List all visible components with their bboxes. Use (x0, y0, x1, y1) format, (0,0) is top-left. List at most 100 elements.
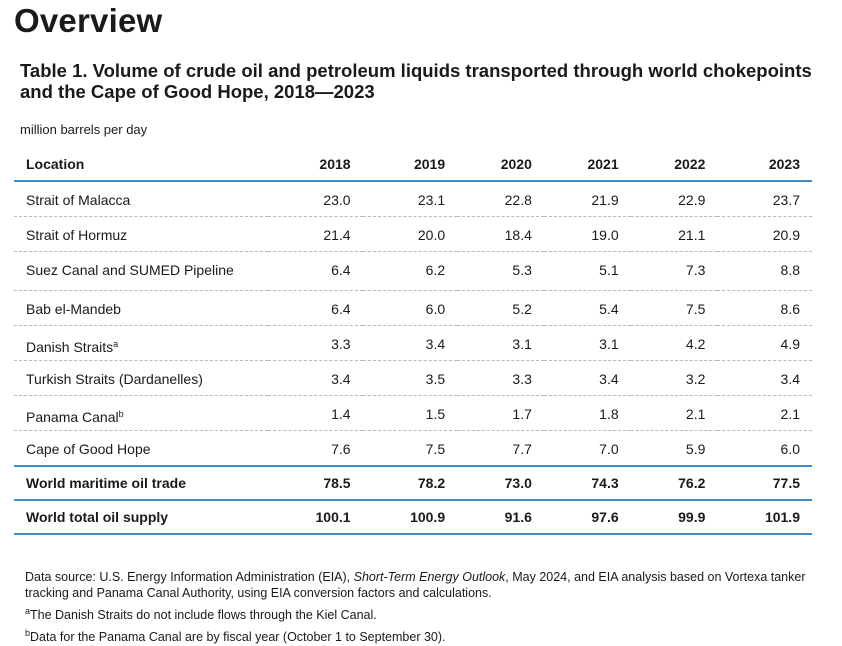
page-heading: Overview (14, 2, 163, 39)
column-header-2020: 2020 (457, 148, 544, 182)
column-header-2018: 2018 (268, 148, 363, 182)
row-value: 7.3 (630, 251, 718, 291)
total-value: 101.9 (717, 500, 812, 535)
row-value: 21.9 (543, 181, 631, 217)
footnote-a-mark: a (25, 606, 31, 616)
row-value: 5.4 (543, 290, 631, 326)
row-value: 2.1 (630, 395, 718, 431)
row-value: 23.7 (717, 181, 812, 217)
row-value: 7.5 (630, 290, 718, 326)
footnote-b-text: Data for the Panama Canal are by fiscal … (30, 630, 446, 644)
row-value: 1.5 (362, 395, 458, 431)
table-notes: Data source: U.S. Energy Information Adm… (25, 569, 825, 645)
row-value: 23.1 (362, 181, 458, 217)
row-value: 3.1 (543, 325, 631, 361)
total-value: 77.5 (717, 466, 812, 501)
row-value: 5.1 (543, 251, 631, 291)
table-row: Turkish Straits (Dardanelles) 3.4 3.5 3.3 3.… (14, 360, 812, 396)
table-header-row: Location 2018 2019 2020 2021 2022 2023 (14, 148, 812, 182)
table-row: Panama Canalb 1.4 1.5 1.7 1.8 2.1 2.1 (14, 395, 812, 431)
row-value: 5.3 (457, 251, 544, 291)
total-value: 74.3 (543, 466, 631, 501)
total-value: 91.6 (457, 500, 544, 535)
row-value: 19.0 (543, 216, 631, 252)
row-value: 23.0 (268, 181, 363, 217)
row-location-label: Bab el-Mandeb (26, 301, 121, 317)
row-value: 6.2 (362, 251, 458, 291)
source-publication: Short-Term Energy Outlook (353, 570, 506, 584)
row-value: 5.9 (630, 430, 718, 467)
row-location: Strait of Hormuz (14, 216, 268, 252)
total-value: 73.0 (457, 466, 544, 501)
table-row: Strait of Malacca 23.0 23.1 22.8 21.9 22.9 23.… (14, 181, 812, 217)
table-row: Cape of Good Hope 7.6 7.5 7.7 7.0 5.9 6.0 (14, 430, 812, 467)
row-value: 7.7 (457, 430, 544, 467)
footnote-a-text: The Danish Straits do not include flows … (30, 608, 377, 622)
row-value: 1.7 (457, 395, 544, 431)
row-value: 4.9 (717, 325, 812, 361)
row-value: 7.0 (543, 430, 631, 467)
source-suffix: , May 2024, and EIA analysis based on Vo… (25, 570, 806, 600)
row-location-label: Cape of Good Hope (26, 441, 151, 457)
row-value: 20.0 (362, 216, 458, 252)
row-value: 3.4 (268, 360, 363, 396)
column-header-2023: 2023 (717, 148, 812, 182)
row-value: 3.4 (717, 360, 812, 396)
total-value: 78.5 (268, 466, 363, 501)
row-value: 8.6 (717, 290, 812, 326)
source-prefix: Data source: U.S. Energy Information Adm… (25, 570, 354, 584)
row-location: Turkish Straits (Dardanelles) (14, 360, 268, 396)
row-value: 6.4 (268, 251, 363, 291)
row-location: Bab el-Mandeb (14, 290, 268, 326)
row-location: Danish Straitsa (14, 325, 268, 361)
total-value: 99.9 (630, 500, 718, 535)
row-value: 22.8 (457, 181, 544, 217)
row-value: 2.1 (717, 395, 812, 431)
row-value: 3.1 (457, 325, 544, 361)
total-value: 100.1 (268, 500, 363, 535)
row-value: 3.2 (630, 360, 718, 396)
total-value: 100.9 (362, 500, 458, 535)
row-value: 4.2 (630, 325, 718, 361)
row-value: 3.5 (362, 360, 458, 396)
footnote-a: aThe Danish Straits do not include flows… (25, 603, 825, 623)
total-location: World total oil supply (14, 500, 268, 535)
row-value: 6.0 (362, 290, 458, 326)
row-value: 3.3 (457, 360, 544, 396)
row-location: Strait of Malacca (14, 181, 268, 217)
row-value: 8.8 (717, 251, 812, 291)
row-location-label: Strait of Malacca (26, 192, 131, 208)
row-footnote-mark: b (118, 409, 124, 419)
table-row: Danish Straitsa 3.3 3.4 3.1 3.1 4.2 4.9 (14, 325, 812, 361)
row-value: 7.5 (362, 430, 458, 467)
total-location: World maritime oil trade (14, 466, 268, 501)
row-value: 6.4 (268, 290, 363, 326)
row-value: 5.2 (457, 290, 544, 326)
column-header-2021: 2021 (543, 148, 631, 182)
table-title: Table 1. Volume of crude oil and petrole… (20, 60, 812, 102)
column-header-2022: 2022 (630, 148, 718, 182)
row-value: 20.9 (717, 216, 812, 252)
column-header-location: Location (14, 148, 268, 182)
total-row: World maritime oil trade 78.5 78.2 73.0 74.3… (14, 466, 812, 501)
row-location-label: Danish Straits (26, 339, 114, 355)
table-row: Bab el-Mandeb 6.4 6.0 5.2 5.4 7.5 8.6 (14, 290, 812, 326)
row-value: 3.4 (362, 325, 458, 361)
footnote-b-mark: b (25, 628, 31, 638)
total-value: 78.2 (362, 466, 458, 501)
row-location-label: Suez Canal and SUMED Pipeline (26, 262, 234, 278)
row-location-label: Panama Canal (26, 409, 119, 425)
row-value: 21.4 (268, 216, 363, 252)
row-value: 21.1 (630, 216, 718, 252)
table-row: Suez Canal and SUMED Pipeline 6.4 6.2 5.3 5.… (14, 251, 812, 291)
row-value: 18.4 (457, 216, 544, 252)
footnote-b: bData for the Panama Canal are by fiscal… (25, 625, 825, 645)
chokepoint-table: Location 2018 2019 2020 2021 2022 2023 S… (14, 148, 812, 535)
row-value: 6.0 (717, 430, 812, 467)
row-value: 1.4 (268, 395, 363, 431)
row-location: Cape of Good Hope (14, 430, 268, 467)
row-location-label: Turkish Straits (Dardanelles) (26, 371, 203, 387)
row-location: Suez Canal and SUMED Pipeline (14, 251, 268, 291)
data-source-note: Data source: U.S. Energy Information Adm… (25, 569, 825, 601)
row-value: 1.8 (543, 395, 631, 431)
